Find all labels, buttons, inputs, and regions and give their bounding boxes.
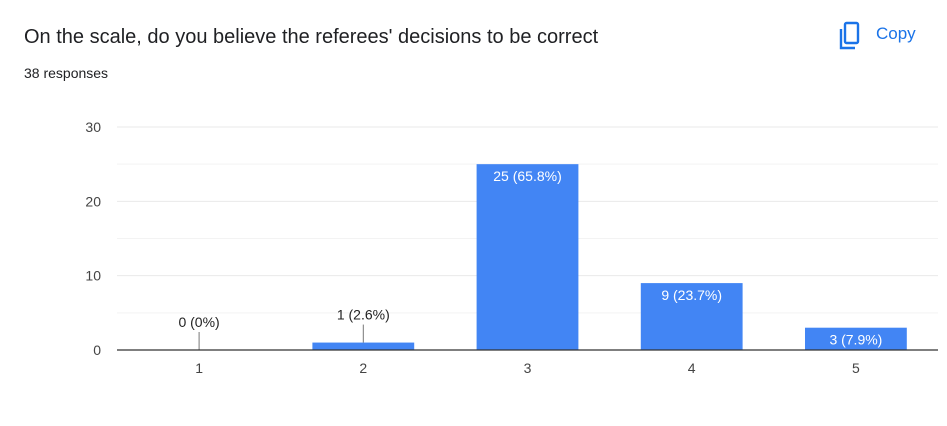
y-tick-label: 30 [85,119,101,135]
data-label: 9 (23.7%) [661,287,722,303]
bar [804,327,907,350]
data-label: 25 (65.8%) [493,168,561,184]
y-tick-label: 10 [85,268,101,284]
y-tick-label: 0 [93,342,101,358]
x-tick-label: 5 [852,360,860,376]
data-label: 3 (7.9%) [829,332,882,348]
x-tick-label: 4 [688,360,696,376]
data-label: 0 (0%) [178,314,219,330]
data-label: 1 (2.6%) [337,307,390,323]
x-tick-label: 3 [524,360,532,376]
bar [312,342,415,350]
copy-button[interactable]: Copy [836,20,916,50]
y-tick-label: 20 [85,193,101,209]
copy-button-label: Copy [876,23,916,43]
bar [640,283,743,350]
x-tick-label: 2 [359,360,367,376]
bar [476,164,579,350]
response-count: 38 responses [24,65,109,81]
chart-title: On the scale, do you believe the referee… [24,26,599,48]
x-tick-label: 1 [195,360,203,376]
copy-icon [836,20,862,50]
